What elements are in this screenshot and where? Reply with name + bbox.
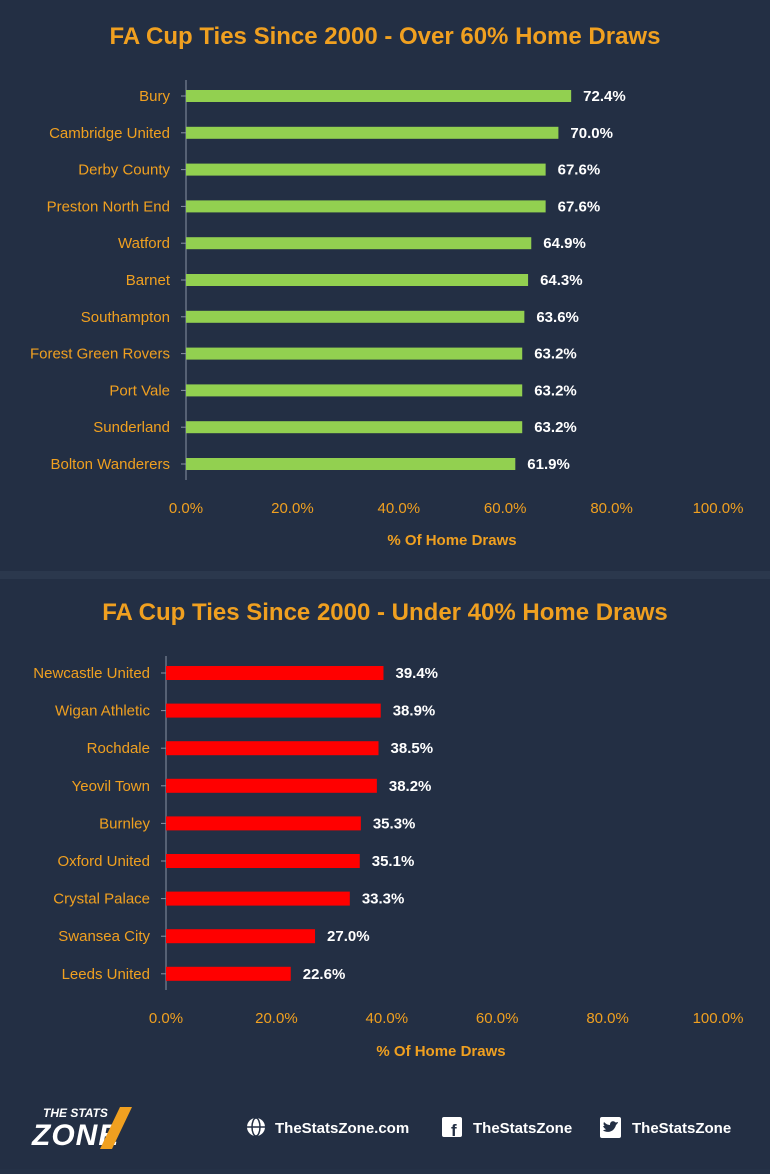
data-label: 63.2%	[534, 346, 577, 363]
chart-title: FA Cup Ties Since 2000 - Over 60% Home D…	[110, 23, 661, 50]
logo-line-1: THE STATS	[43, 1106, 108, 1120]
data-label: 72.4%	[583, 88, 626, 105]
category-label: Burnley	[99, 815, 150, 832]
x-tick-label: 40.0%	[378, 500, 421, 517]
data-label: 67.6%	[558, 162, 601, 179]
bar	[166, 666, 384, 680]
data-label: 63.2%	[534, 382, 577, 399]
stats-zone-logo[interactable]: THE STATS ZONE	[31, 1106, 132, 1152]
category-label: Watford	[118, 235, 170, 252]
data-label: 39.4%	[395, 665, 438, 682]
bar	[166, 966, 291, 981]
bar	[166, 778, 377, 793]
x-tick-label: 60.0%	[484, 500, 527, 517]
x-axis-title: % Of Home Draws	[387, 532, 516, 549]
x-axis-title: % Of Home Draws	[376, 1043, 505, 1060]
bar	[166, 854, 360, 868]
category-label: Derby County	[78, 162, 170, 179]
chart-panel-under-40: FA Cup Ties Since 2000 - Under 40% Home …	[0, 579, 770, 1079]
data-label: 33.3%	[362, 891, 405, 908]
data-label: 61.9%	[527, 456, 570, 473]
twitter-text: TheStatsZone	[632, 1120, 731, 1137]
data-label: 64.9%	[543, 235, 586, 252]
chart-title: FA Cup Ties Since 2000 - Under 40% Home …	[102, 599, 668, 626]
bar	[186, 90, 572, 102]
category-label: Forest Green Rovers	[30, 346, 170, 363]
x-tick-label: 80.0%	[590, 500, 633, 517]
bar	[186, 458, 516, 470]
bar	[166, 741, 379, 756]
bar	[186, 126, 559, 139]
category-label: Swansea City	[58, 928, 150, 945]
facebook-text: TheStatsZone	[473, 1120, 572, 1137]
chart-over-60: FA Cup Ties Since 2000 - Over 60% Home D…	[30, 23, 744, 549]
twitter-icon	[600, 1117, 621, 1138]
bar	[186, 200, 546, 213]
x-tick-label: 40.0%	[366, 1010, 409, 1027]
bar	[186, 310, 525, 323]
data-label: 35.3%	[373, 815, 416, 832]
category-label: Port Vale	[109, 382, 170, 399]
category-label: Bury	[139, 88, 170, 105]
category-label: Crystal Palace	[53, 891, 150, 908]
bar	[166, 703, 381, 718]
category-label: Rochdale	[87, 740, 150, 757]
category-label: Oxford United	[57, 853, 150, 870]
category-label: Cambridge United	[49, 125, 170, 142]
category-label: Leeds United	[62, 966, 150, 983]
data-label: 63.2%	[534, 419, 577, 436]
data-label: 64.3%	[540, 272, 583, 289]
bar	[166, 929, 316, 944]
x-tick-label: 0.0%	[149, 1010, 183, 1027]
data-label: 38.2%	[389, 778, 432, 795]
category-label: Newcastle United	[33, 665, 150, 682]
x-tick-label: 60.0%	[476, 1010, 519, 1027]
x-tick-label: 100.0%	[693, 1010, 744, 1027]
category-label: Wigan Athletic	[55, 703, 151, 720]
x-tick-label: 80.0%	[586, 1010, 629, 1027]
data-label: 67.6%	[558, 198, 601, 215]
data-label: 70.0%	[570, 125, 613, 142]
category-label: Yeovil Town	[72, 778, 150, 795]
logo-slash-icon	[100, 1107, 132, 1149]
footer: THE STATS ZONE TheStatsZone.com f TheSta…	[0, 1079, 770, 1169]
website-text: TheStatsZone.com	[275, 1120, 409, 1137]
website-link[interactable]: TheStatsZone.com	[247, 1117, 409, 1137]
facebook-link[interactable]: f TheStatsZone	[442, 1117, 572, 1140]
category-label: Southampton	[81, 309, 170, 326]
data-label: 27.0%	[327, 928, 370, 945]
category-label: Preston North End	[47, 198, 170, 215]
category-label: Barnet	[126, 272, 171, 289]
category-label: Sunderland	[93, 419, 170, 436]
x-tick-label: 0.0%	[169, 500, 203, 517]
data-label: 22.6%	[303, 966, 346, 983]
facebook-icon: f	[442, 1117, 462, 1140]
globe-icon	[247, 1117, 265, 1137]
bar	[186, 421, 523, 434]
bar	[186, 347, 523, 360]
twitter-link[interactable]: TheStatsZone	[600, 1117, 731, 1138]
x-tick-label: 100.0%	[693, 500, 744, 517]
bar	[186, 384, 523, 397]
data-label: 63.6%	[536, 309, 579, 326]
bar	[186, 163, 546, 176]
data-label: 38.5%	[391, 740, 434, 757]
bar	[186, 237, 532, 250]
bar	[186, 274, 529, 286]
svg-text:f: f	[451, 1121, 457, 1140]
x-tick-label: 20.0%	[271, 500, 314, 517]
chart-under-40: FA Cup Ties Since 2000 - Under 40% Home …	[33, 599, 744, 1060]
x-tick-label: 20.0%	[255, 1010, 298, 1027]
data-label: 38.9%	[393, 703, 436, 720]
panel-divider	[0, 571, 770, 579]
category-label: Bolton Wanderers	[50, 456, 170, 473]
data-label: 35.1%	[372, 853, 415, 870]
bar	[166, 816, 361, 831]
bar	[166, 891, 350, 906]
chart-panel-over-60: FA Cup Ties Since 2000 - Over 60% Home D…	[0, 0, 770, 571]
